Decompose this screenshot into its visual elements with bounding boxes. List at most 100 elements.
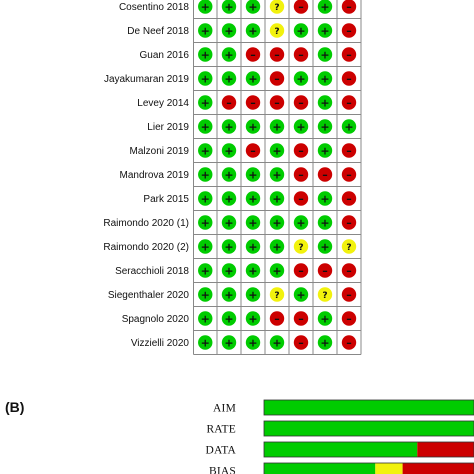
rating-dot [269,263,285,278]
rating-dot [198,263,213,278]
rating-symbol: – [322,264,328,277]
rating-dot [221,263,237,278]
rating-symbol: + [320,24,329,37]
rating-symbol: – [346,312,352,325]
rating-symbol: + [224,264,233,277]
rating-symbol: + [320,216,329,229]
rating-dot [317,191,333,206]
rating-symbol: + [320,240,329,253]
rating-dot [198,71,213,86]
rating-dot [317,311,333,326]
rating-dot [317,119,333,134]
rating-dot [198,335,213,350]
rating-symbol: – [346,24,352,37]
rating-dot [221,287,237,302]
rating-dot [221,47,237,62]
rating-dot [317,47,333,62]
study-label: Mandrova 2019 [120,170,190,181]
rating-dot [245,119,261,134]
rating-dots: + + +? – + – + + +? + + – + + – – – + – + + + – + + – + – – – – + – + + + + +… [198,0,357,350]
rating-symbol: – [250,144,256,157]
rating-dot [221,95,237,110]
rating-symbol: + [296,120,305,133]
rating-symbol: + [248,0,257,13]
rating-dot [269,47,285,62]
rating-symbol: + [201,48,210,61]
rating-symbol: + [224,288,233,301]
rating-dot [317,287,333,302]
rating-symbol: + [201,240,210,253]
bar-segment [417,442,474,457]
rating-symbol: + [272,240,281,253]
bar-category-label: BIAS [209,466,236,474]
rating-symbol: + [224,216,233,229]
rating-symbol: – [298,312,304,325]
rating-symbol: + [224,0,233,13]
bar-segment [264,400,474,415]
rating-dot [198,191,213,206]
bar-segment [264,463,376,474]
rating-dot [221,335,237,350]
rating-symbol: – [346,144,352,157]
rating-symbol: + [320,72,329,85]
rating-symbol: + [272,144,281,157]
rating-dot [245,143,261,158]
study-labels: Cosentino 2018 De Neef 2018 Guan 2016 Jayak… [103,2,189,349]
rating-symbol: + [201,96,210,109]
rating-dot [269,215,285,230]
bar-category-label: RATE [206,424,236,436]
rating-dot [245,191,261,206]
rating-symbol: – [298,264,304,277]
rating-symbol: + [248,120,257,133]
rating-symbol: + [272,168,281,181]
rating-dot [221,119,237,134]
rating-dot [293,287,309,302]
rating-dot [269,23,285,38]
rating-symbol: + [248,24,257,37]
rating-dot [293,167,309,182]
rating-dot [317,71,333,86]
rating-symbol: + [201,192,210,205]
rating-dot [317,95,333,110]
rating-symbol: + [272,120,281,133]
rating-symbol: + [320,312,329,325]
summary-bar-chart: AIM RATE DATA BIAS [205,399,474,474]
rating-symbol: – [346,288,352,301]
rating-symbol: + [320,0,329,13]
rating-symbol: ? [322,291,327,301]
rating-dot [317,215,333,230]
bar-segment [375,463,403,474]
rating-dot [245,311,261,326]
rating-dot [341,119,357,134]
rating-symbol: + [224,336,233,349]
rating-dot [245,167,261,182]
rating-dot [293,239,309,254]
rating-dot [341,143,357,158]
study-label: Seracchioli 2018 [115,266,189,277]
rating-dot [317,167,333,182]
rating-dot [269,167,285,182]
rating-dot [341,287,357,302]
rating-dot [293,0,309,14]
rating-symbol: – [346,0,352,13]
bar-category-label: AIM [213,403,236,415]
rating-symbol: – [346,168,352,181]
rating-symbol: + [201,336,210,349]
rating-symbol: + [201,120,210,133]
bar-outline [263,399,474,416]
study-label: Levey 2014 [137,98,189,109]
rating-dot [341,263,357,278]
rating-dot [198,287,213,302]
rating-symbol: + [201,288,210,301]
study-label: Park 2015 [143,194,189,205]
rating-dot [317,143,333,158]
rating-symbol: – [298,48,304,61]
rating-dot [293,311,309,326]
rating-dot [245,71,261,86]
rating-symbol: + [201,312,210,325]
rating-dot [293,71,309,86]
rating-dot [221,0,237,14]
rating-symbol: + [272,216,281,229]
rating-symbol: – [298,336,304,349]
study-label: Spagnolo 2020 [122,314,190,325]
